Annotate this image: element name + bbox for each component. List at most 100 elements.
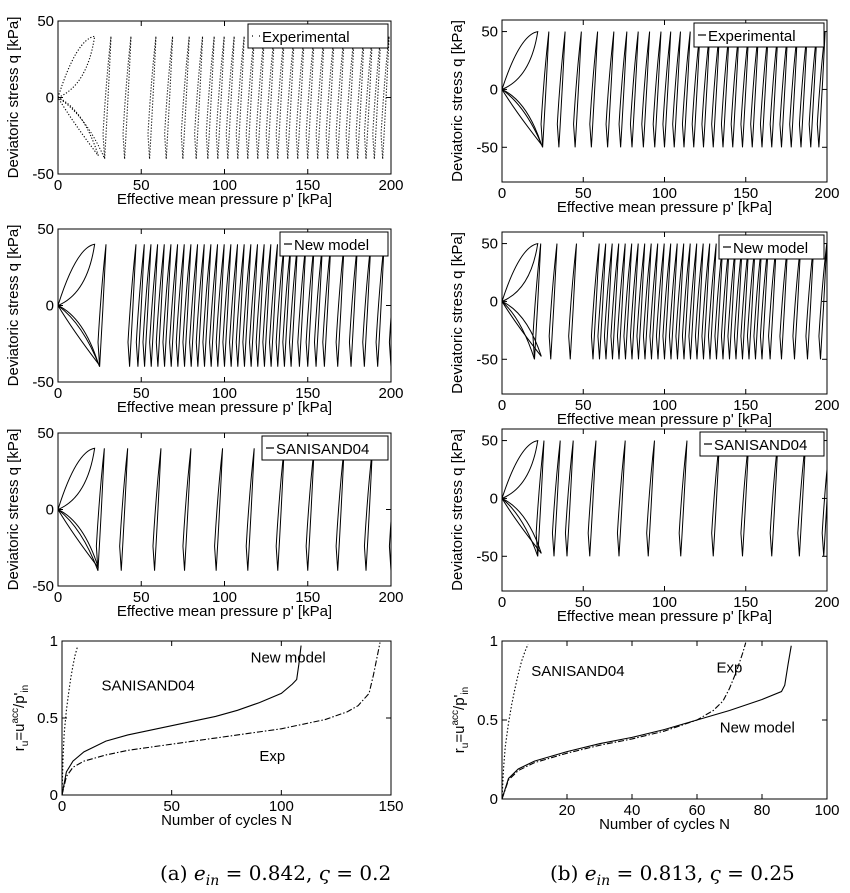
stress-loop-b2-7: [610, 243, 620, 360]
x-tick-label-a1-1: 50: [133, 177, 150, 194]
stress-loop-a1-2: [122, 36, 132, 159]
series-label-a4-2: Exp: [259, 748, 285, 765]
chart-a4: 0 50 100 150 0 0.5 1 Number of cycles N ru=uacc/…: [10, 633, 404, 829]
x-tick-label-b3-4: 200: [814, 594, 839, 611]
stress-loop-b2-16: [668, 243, 678, 360]
stress-loop-b2-13: [649, 243, 659, 360]
plot-area-b2: [502, 242, 827, 360]
stress-loop-a2-11: [189, 244, 199, 367]
x-tick-label-a1-4: 200: [378, 177, 403, 194]
caption-b-e: e: [585, 861, 597, 885]
stress-loop-b2-3: [568, 243, 577, 360]
x-tick-label-a3-1: 50: [133, 589, 150, 606]
stress-loop-b1-20: [759, 31, 769, 148]
stress-loop-b1-2: [556, 31, 566, 148]
x-tick-label-a3-0: 0: [54, 589, 62, 606]
y-axis-label-b1: Deviatoric stress q [kPa]: [449, 20, 466, 182]
stress-loop-a2-5: [149, 244, 159, 367]
series-label-a4-1: New model: [251, 650, 326, 667]
stress-loop-b3-4: [587, 440, 597, 557]
x-axis-label-b1: Effective mean pressure p' [kPa]: [557, 199, 772, 216]
stress-loop-b2-35: [818, 243, 827, 360]
y-tick-label-a3-0: -50: [32, 578, 54, 595]
x-tick-label-b2-0: 0: [498, 397, 506, 414]
series-line-b4-2: [502, 645, 792, 799]
stress-loop-a1-16: [295, 36, 305, 159]
stress-loop-b1-23: [789, 31, 798, 148]
stress-loop-b2-15: [662, 243, 672, 360]
stress-loop-a2-28: [305, 244, 315, 367]
stress-loop-b2-22: [707, 243, 717, 360]
stress-loop-a2-8: [169, 244, 179, 367]
stress-loop-b1-4: [589, 31, 599, 148]
stress-loop-b1-18: [740, 31, 750, 148]
plot-area-b1: [502, 30, 826, 148]
stress-loop-a1-7: [205, 36, 215, 159]
stress-loop-a2-30: [322, 244, 332, 367]
stress-loop-b2-17: [675, 243, 685, 360]
x-tick-label-a1-3: 150: [295, 177, 320, 194]
y-axis-label-part-b4-3: acc: [450, 710, 461, 726]
stress-loop-b2-32: [779, 243, 789, 360]
y-tick-label-a4-2: 1: [50, 633, 58, 650]
legend-box-a1: [247, 23, 389, 49]
stress-loop-b1-22: [779, 31, 789, 148]
x-tick-label-a4-0: 0: [58, 798, 66, 815]
stress-loop-a1-5: [180, 36, 190, 159]
stress-loop-b2-0: [502, 242, 542, 357]
stress-path-b3: [502, 439, 827, 557]
stress-loop-b3-7: [678, 440, 688, 557]
stress-loop-b3-2: [551, 440, 561, 557]
stress-loop-a3-2: [119, 448, 129, 571]
stress-loop-b1-0: [502, 30, 542, 145]
x-tick-label-a4-3: 150: [378, 798, 403, 815]
stress-path-a1: [58, 35, 390, 159]
y-tick-label-a1-0: -50: [32, 166, 54, 183]
x-axis-label-a2: Effective mean pressure p' [kPa]: [117, 399, 332, 416]
x-tick-label-b1-0: 0: [498, 185, 506, 202]
y-axis-label-part-a4-1: u: [20, 741, 31, 747]
stress-loop-a1-21: [345, 36, 355, 159]
y-tick-label-b4-2: 1: [490, 633, 498, 650]
caption-a-sym: ς: [319, 861, 331, 885]
stress-loop-b1-16: [720, 31, 730, 148]
y-tick-label-a4-1: 0.5: [37, 710, 58, 727]
stress-loop-b3-0: [502, 439, 542, 554]
y-tick-label-a3-1: 0: [46, 502, 54, 519]
stress-loop-a2-29: [313, 244, 323, 367]
y-tick-label-b4-1: 0.5: [477, 712, 498, 729]
stress-loop-a1-11: [245, 36, 255, 159]
x-tick-label-b3-2: 100: [652, 594, 677, 611]
x-axis-label-b2: Effective mean pressure p' [kPa]: [557, 411, 772, 428]
stress-loop-b1-11: [672, 31, 681, 148]
stress-loop-b1-9: [652, 31, 662, 148]
stress-loop-a2-14: [209, 244, 219, 367]
stress-loop-a1-3: [147, 36, 157, 159]
y-axis-label-part-b4-4: /p': [451, 694, 468, 710]
stress-loop-b3-11: [797, 440, 807, 557]
x-tick-label-b1-3: 150: [733, 185, 758, 202]
stress-loop-b1-6: [618, 31, 628, 148]
stress-loop-a2-19: [242, 244, 252, 367]
x-tick-label-a1-0: 0: [54, 177, 62, 194]
stress-loop-a3-0: [58, 447, 99, 568]
legend-box-b2: [718, 234, 825, 260]
stress-loop-a2-22: [262, 244, 272, 367]
y-tick-label-a3-2: 50: [37, 425, 54, 442]
y-tick-label-b1-2: 50: [481, 24, 498, 41]
stress-loop-a1-14: [275, 36, 285, 159]
y-axis-label-part-b4-5: in: [460, 687, 471, 695]
stress-connector-b1: [502, 89, 544, 148]
stress-loop-b2-21: [701, 243, 711, 360]
y-axis-label-part-a4-4: /p': [11, 692, 28, 708]
caption-b-prefix: (b): [550, 861, 585, 885]
stress-loop-a2-26: [289, 244, 298, 367]
plot-area-a1: [58, 35, 390, 159]
stress-loop-a3-8: [305, 448, 315, 571]
stress-loop-b1-19: [750, 31, 759, 148]
caption-b-e-val: = 0.813,: [610, 861, 709, 885]
stress-loop-a1-6: [194, 36, 204, 159]
